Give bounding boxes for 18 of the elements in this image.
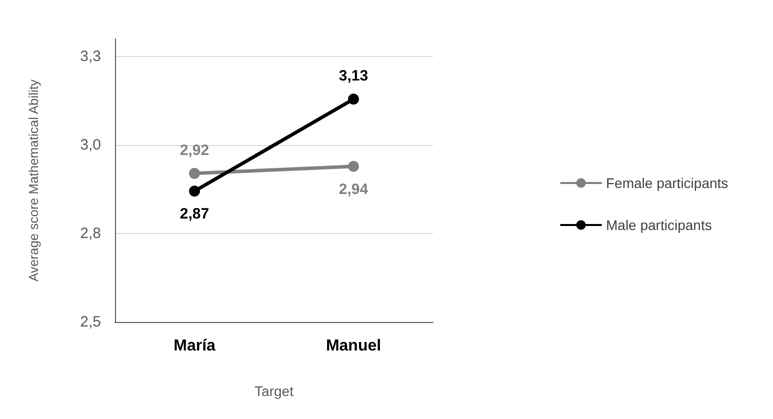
point	[348, 94, 359, 105]
data-label: 3,13	[338, 68, 368, 85]
y-tick-label: 3,0	[80, 136, 101, 154]
legend-label: Female participants	[606, 175, 728, 191]
data-label: 2,94	[338, 180, 369, 198]
point	[189, 168, 200, 179]
x-axis-title: Target	[254, 383, 294, 399]
data-label: 2,92	[180, 142, 210, 159]
y-axis-title: Average score Mathematical Ability	[26, 78, 41, 282]
y-tick-label: 2,5	[80, 314, 101, 330]
legend-label: Male participants	[606, 217, 712, 233]
y-tick-label: 2,8	[80, 225, 101, 242]
x-tick-label: Manuel	[326, 338, 382, 354]
point	[189, 186, 200, 197]
y-tick-label: 3,3	[80, 48, 101, 66]
data-label: 2,87	[180, 206, 210, 223]
x-tick-label: María	[174, 338, 216, 354]
point	[348, 160, 359, 172]
